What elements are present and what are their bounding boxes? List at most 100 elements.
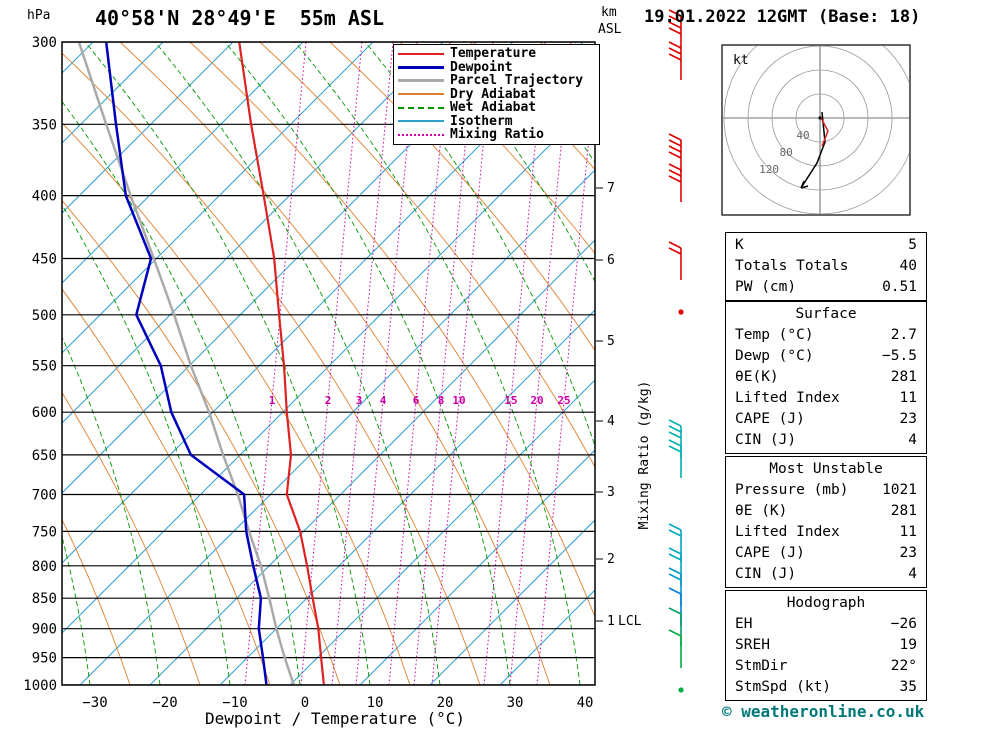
row-value: 1021 xyxy=(882,482,917,498)
row-label: Temp (°C) xyxy=(735,327,814,343)
svg-text:40: 40 xyxy=(796,129,809,142)
table-row: Pressure (mb) 1021 xyxy=(726,480,926,501)
legend-item: Parcel Trajectory xyxy=(398,74,595,88)
table-row: StmDir 22° xyxy=(726,656,926,677)
copyright-text: © weatheronline.co.uk xyxy=(722,702,925,721)
svg-text:6: 6 xyxy=(607,253,615,268)
row-value: 40 xyxy=(899,258,917,274)
legend-label: Wet Adiabat xyxy=(450,100,537,116)
legend-line-sample xyxy=(398,133,444,136)
svg-text:40: 40 xyxy=(577,695,594,711)
row-label: θE (K) xyxy=(735,503,788,519)
svg-text:0: 0 xyxy=(301,695,309,711)
row-label: EH xyxy=(735,616,753,632)
svg-text:500: 500 xyxy=(32,308,57,324)
row-label: Lifted Index xyxy=(735,390,840,406)
svg-text:750: 750 xyxy=(32,524,57,540)
svg-text:350: 350 xyxy=(32,117,57,133)
svg-text:6: 6 xyxy=(413,394,420,407)
svg-text:20: 20 xyxy=(437,695,454,711)
temperature-curve xyxy=(238,42,325,685)
table-row: θE (K) 281 xyxy=(726,501,926,522)
row-value: 19 xyxy=(899,637,917,653)
parcel-trajectory-curve xyxy=(77,42,295,685)
row-value: 4 xyxy=(908,566,917,582)
legend-item: Wet Adiabat xyxy=(398,101,595,115)
svg-text:15: 15 xyxy=(504,394,517,407)
row-value: 23 xyxy=(899,411,917,427)
row-value: 0.51 xyxy=(882,279,917,295)
hodograph-trace xyxy=(800,111,826,189)
table-row: PW (cm) 0.51 xyxy=(726,277,926,298)
row-label: PW (cm) xyxy=(735,279,797,295)
table-title: Surface xyxy=(795,306,857,322)
row-label: CAPE (J) xyxy=(735,545,805,561)
svg-text:550: 550 xyxy=(32,359,57,375)
table-row: CIN (J) 4 xyxy=(726,430,926,451)
legend-label: Temperature xyxy=(450,46,537,62)
row-label: StmDir xyxy=(735,658,788,674)
svg-text:120: 120 xyxy=(759,163,779,176)
row-value: 23 xyxy=(899,545,917,561)
row-label: Pressure (mb) xyxy=(735,482,849,498)
row-label: Lifted Index xyxy=(735,524,840,540)
legend-item: Dry Adiabat xyxy=(398,88,595,102)
svg-text:Dewpoint / Temperature (°C): Dewpoint / Temperature (°C) xyxy=(205,709,465,728)
table-row: StmSpd (kt) 35 xyxy=(726,677,926,698)
legend-item: Dewpoint xyxy=(398,61,595,75)
most-unstable-table: Most Unstable Pressure (mb) 1021 θE (K) 281 L… xyxy=(725,456,927,588)
row-label: StmSpd (kt) xyxy=(735,679,832,695)
wind-barb-column xyxy=(668,9,684,693)
svg-text:3: 3 xyxy=(607,485,615,500)
svg-text:ASL: ASL xyxy=(598,22,622,37)
hodograph-table: Hodograph EH −26 SREH 19 StmDir 22° StmSpd (kt)… xyxy=(725,590,927,701)
svg-text:10: 10 xyxy=(452,394,465,407)
chart-legend: Temperature Dewpoint Parcel Trajectory Dry … xyxy=(393,44,600,145)
legend-label: Dry Adiabat xyxy=(450,86,537,102)
svg-text:1: 1 xyxy=(607,614,615,629)
table-row: Totals Totals 40 xyxy=(726,256,926,277)
row-label: CIN (J) xyxy=(735,432,797,448)
table-row: Dewp (°C) −5.5 xyxy=(726,346,926,367)
legend-line-sample xyxy=(398,93,444,96)
row-label: θE(K) xyxy=(735,369,779,385)
row-label: SREH xyxy=(735,637,770,653)
legend-line-sample xyxy=(398,106,444,109)
row-value: 5 xyxy=(908,237,917,253)
svg-text:7: 7 xyxy=(607,181,615,196)
row-value: 281 xyxy=(890,503,917,519)
row-value: 4 xyxy=(908,432,917,448)
table-row: CAPE (J) 23 xyxy=(726,543,926,564)
row-value: 2.7 xyxy=(890,327,917,343)
svg-text:800: 800 xyxy=(32,559,57,575)
svg-text:700: 700 xyxy=(32,488,57,504)
pressure-unit-label: hPa xyxy=(27,8,51,23)
row-label: K xyxy=(735,237,744,253)
row-value: 281 xyxy=(890,369,917,385)
table-title: Hodograph xyxy=(786,595,866,611)
svg-text:30: 30 xyxy=(507,695,524,711)
surface-table: Surface Temp (°C) 2.7 Dewp (°C) −5.5 θE(K) 281… xyxy=(725,301,927,454)
table-row: θE(K) 281 xyxy=(726,367,926,388)
svg-text:300: 300 xyxy=(32,35,57,51)
svg-text:3: 3 xyxy=(356,394,363,407)
svg-text:Mixing Ratio (g/kg): Mixing Ratio (g/kg) xyxy=(637,381,652,530)
row-label: CAPE (J) xyxy=(735,411,805,427)
legend-label: Parcel Trajectory xyxy=(450,73,584,89)
legend-item: Temperature xyxy=(398,47,595,61)
svg-text:80: 80 xyxy=(779,146,792,159)
row-value: 35 xyxy=(899,679,917,695)
svg-text:20: 20 xyxy=(530,394,543,407)
row-value: −26 xyxy=(890,616,917,632)
svg-text:25: 25 xyxy=(557,394,570,407)
svg-text:950: 950 xyxy=(32,651,57,667)
row-value: 11 xyxy=(899,390,917,406)
row-value: −5.5 xyxy=(882,348,917,364)
table-title: Most Unstable xyxy=(769,461,883,477)
run-date-title: 19.01.2022 12GMT (Base: 18) xyxy=(644,7,921,27)
legend-line-sample xyxy=(398,52,444,55)
svg-text:LCL: LCL xyxy=(618,614,642,629)
